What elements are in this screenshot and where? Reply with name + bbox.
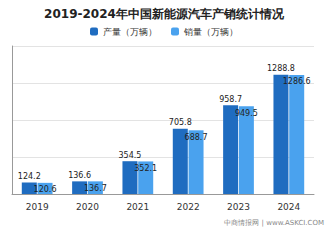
svg-text:124.2: 124.2 (18, 172, 41, 181)
svg-text:2019: 2019 (26, 202, 49, 212)
svg-text:354.5: 354.5 (119, 151, 142, 160)
svg-text:2023: 2023 (227, 202, 250, 212)
svg-text:2020: 2020 (76, 202, 99, 212)
svg-text:705.8: 705.8 (169, 118, 192, 127)
svg-text:2024: 2024 (277, 202, 300, 212)
svg-text:688.7: 688.7 (185, 133, 208, 142)
svg-text:销量（万辆）: 销量（万辆） (183, 27, 238, 37)
svg-text:136.7: 136.7 (84, 184, 107, 193)
svg-text:958.7: 958.7 (219, 95, 242, 104)
svg-text:2022: 2022 (177, 202, 200, 212)
svg-text:2021: 2021 (126, 202, 149, 212)
svg-text:1288.8: 1288.8 (267, 64, 295, 73)
svg-text:产量（万辆）: 产量（万辆） (103, 27, 157, 37)
svg-text:136.6: 136.6 (68, 171, 91, 180)
svg-text:352.1: 352.1 (134, 164, 157, 173)
svg-text:中商情报网 | www.ASKCI.COM: 中商情报网 | www.ASKCI.COM (224, 219, 324, 227)
svg-text:120.6: 120.6 (34, 185, 57, 194)
svg-text:2019-2024年中国新能源汽车产销统计情况: 2019-2024年中国新能源汽车产销统计情况 (44, 7, 285, 21)
svg-text:949.5: 949.5 (235, 109, 258, 118)
svg-text:1286.6: 1286.6 (283, 77, 311, 86)
